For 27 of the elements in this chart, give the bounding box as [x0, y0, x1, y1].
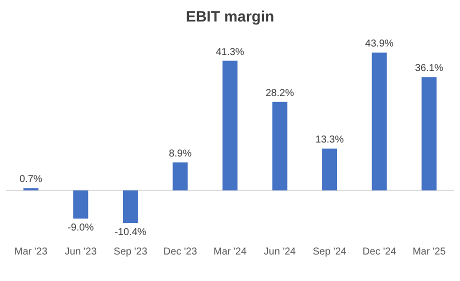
data-label: 36.1%: [414, 63, 444, 74]
x-tick-label: Jun '23: [64, 246, 98, 258]
data-label: 28.2%: [266, 88, 294, 99]
data-label: 13.3%: [315, 134, 344, 146]
bar: [372, 52, 387, 190]
x-tick-label: Dec '23: [163, 246, 198, 258]
x-tick-label: Sep '24: [312, 246, 347, 258]
bar: [272, 102, 288, 190]
data-label: 8.9%: [168, 148, 192, 160]
x-tick-label: Mar '25: [412, 246, 446, 258]
x-tick-label: Mar '24: [213, 246, 247, 258]
bar: [422, 77, 437, 190]
bar: [322, 148, 338, 190]
data-label: -10.4%: [114, 226, 146, 238]
data-label: 0.7%: [19, 174, 42, 186]
bar: [73, 190, 88, 219]
data-label: 41.3%: [216, 46, 244, 58]
data-label: 43.9%: [365, 38, 394, 50]
x-tick-label: Sep '23: [114, 246, 148, 258]
x-tick-label: Mar '23: [14, 246, 48, 258]
bar: [172, 162, 188, 190]
bar: [122, 190, 138, 223]
x-tick-label: Jun '24: [264, 246, 296, 258]
chart-title: EBIT margin: [186, 8, 274, 26]
data-label: -9.0%: [68, 222, 94, 234]
x-tick-label: Dec '24: [362, 246, 397, 258]
bar: [222, 60, 238, 190]
